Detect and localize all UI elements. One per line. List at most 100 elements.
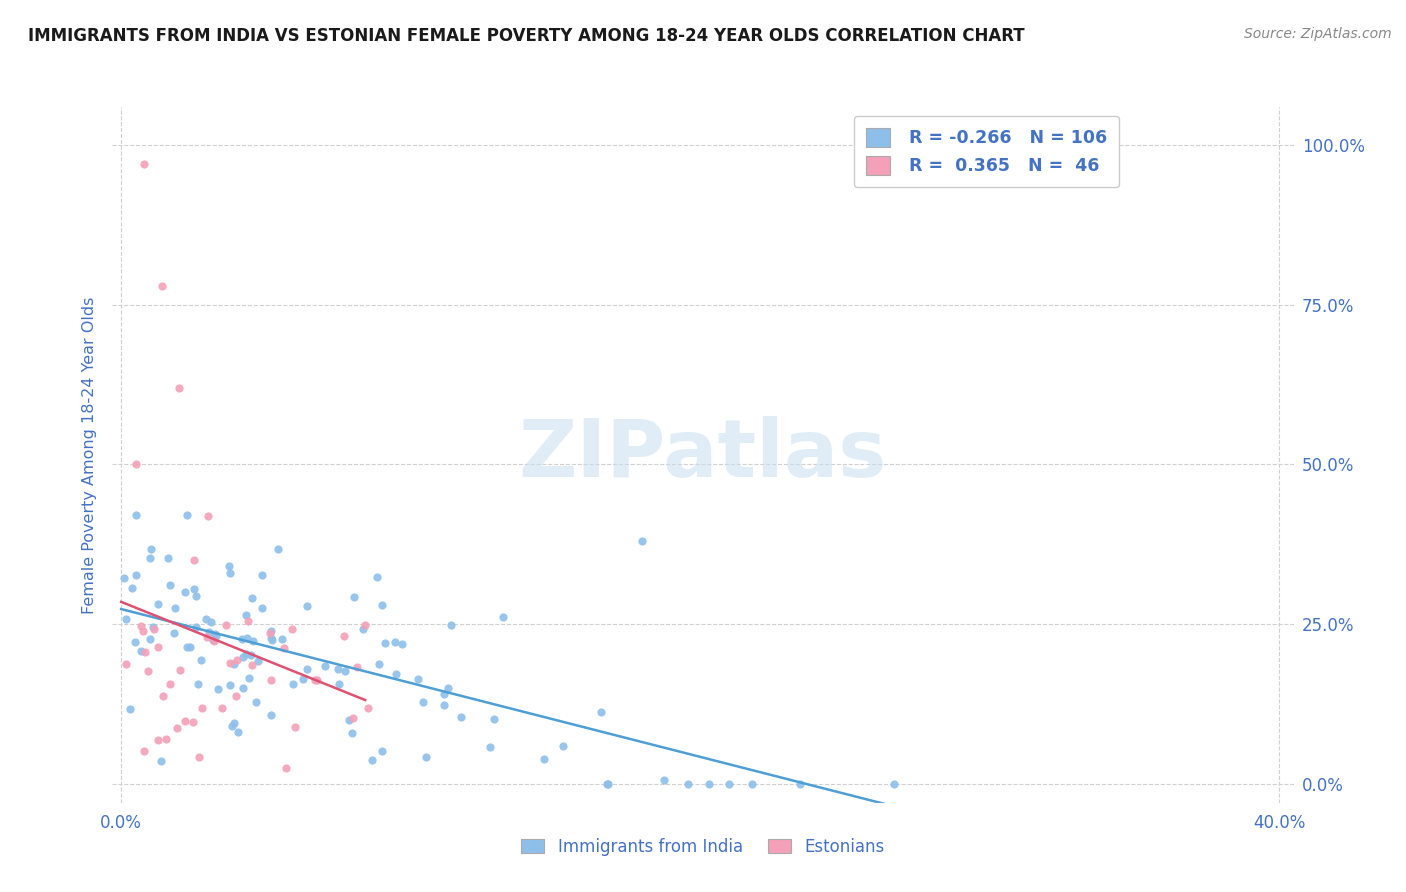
Point (374, 636, 396, 650)
Point (190, 653, 212, 667)
Point (139, 632, 162, 646)
Point (436, 681, 458, 695)
Point (260, 631, 283, 645)
Point (240, 657, 263, 672)
Point (148, 640, 170, 655)
Point (202, 632, 225, 647)
Point (533, 752, 555, 766)
Point (295, 599, 318, 613)
Point (360, 753, 382, 767)
Point (134, 645, 156, 659)
Point (367, 657, 389, 671)
Point (433, 687, 456, 701)
Point (129, 643, 152, 657)
Point (204, 629, 226, 643)
Point (591, 706, 613, 720)
Point (218, 566, 240, 580)
Point (741, 777, 763, 791)
Point (118, 702, 141, 716)
Point (478, 740, 501, 755)
Point (238, 671, 260, 685)
Point (184, 620, 207, 634)
Point (260, 633, 283, 648)
Point (598, 777, 620, 791)
Point (231, 632, 253, 646)
Point (328, 677, 350, 691)
Point (346, 660, 368, 674)
Point (174, 714, 197, 728)
Point (240, 591, 263, 605)
Point (200, 615, 222, 630)
Point (314, 659, 336, 673)
Point (433, 698, 456, 712)
Point (260, 624, 283, 638)
Point (165, 601, 187, 615)
Point (250, 568, 273, 582)
Point (198, 624, 221, 639)
Point (173, 585, 195, 599)
Point (197, 630, 219, 644)
Point (245, 695, 267, 709)
Point (354, 618, 377, 632)
Point (789, 777, 811, 791)
Point (333, 629, 356, 643)
Point (191, 701, 214, 715)
Point (179, 640, 201, 654)
Point (169, 663, 191, 677)
Point (631, 534, 654, 549)
Point (250, 601, 273, 615)
Point (236, 614, 259, 628)
Point (242, 634, 264, 648)
Point (152, 689, 174, 703)
Point (129, 619, 152, 633)
Point (131, 624, 153, 638)
Point (115, 612, 138, 626)
Point (271, 632, 294, 647)
Point (412, 695, 434, 709)
Point (222, 715, 245, 730)
Point (143, 623, 166, 637)
Point (176, 640, 198, 654)
Point (112, 571, 135, 585)
Point (183, 582, 205, 597)
Point (337, 713, 360, 727)
Point (328, 662, 350, 676)
Point (717, 777, 740, 791)
Point (492, 609, 515, 624)
Point (166, 721, 188, 735)
Point (235, 647, 257, 661)
Point (218, 678, 240, 692)
Point (197, 508, 219, 523)
Point (273, 641, 295, 656)
Point (284, 720, 307, 734)
Point (450, 710, 472, 724)
Point (146, 597, 169, 611)
Point (697, 777, 720, 791)
Point (370, 744, 392, 758)
Point (370, 598, 392, 612)
Point (211, 700, 233, 714)
Point (235, 608, 257, 623)
Point (553, 739, 575, 753)
Point (274, 761, 297, 775)
Point (155, 732, 177, 747)
Point (283, 677, 305, 691)
Point (159, 677, 181, 691)
Point (335, 664, 357, 678)
Point (342, 711, 364, 725)
Point (232, 681, 254, 695)
Point (121, 581, 143, 595)
Point (259, 626, 281, 640)
Point (232, 649, 254, 664)
Point (292, 672, 315, 686)
Point (391, 637, 413, 651)
Point (415, 749, 437, 764)
Point (343, 590, 366, 604)
Point (139, 542, 162, 557)
Point (357, 701, 380, 715)
Point (146, 733, 169, 747)
Point (186, 677, 208, 691)
Point (150, 754, 173, 768)
Point (366, 570, 388, 584)
Point (156, 551, 179, 566)
